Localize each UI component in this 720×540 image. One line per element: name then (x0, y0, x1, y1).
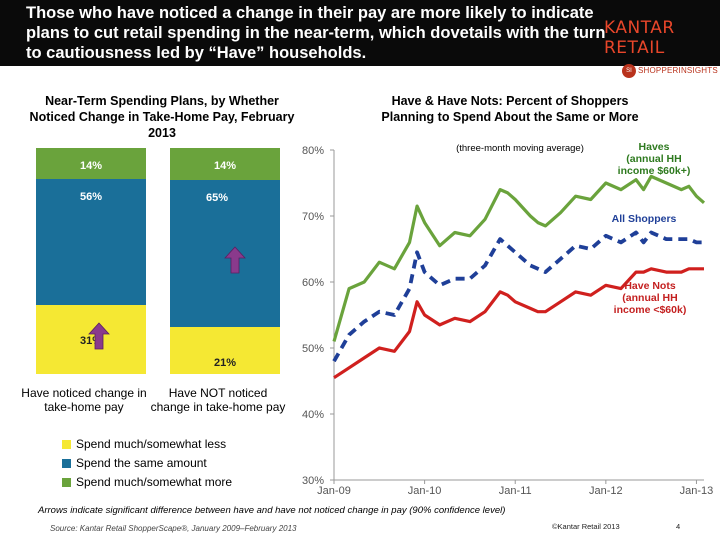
legend-swatch (62, 459, 71, 468)
x-tick-label: Jan-13 (680, 485, 714, 496)
line-series-2 (332, 230, 704, 363)
line-chart-subtitle: (three-month moving average) (456, 143, 584, 154)
shopper-insights-label: SHOPPERINSIGHTS (638, 66, 718, 75)
page-number: 4 (676, 522, 681, 531)
bar-data-label: 14% (79, 160, 103, 172)
y-tick-label: 50% (302, 343, 324, 355)
bar-data-label: 14% (213, 160, 237, 172)
slide-headline: Those who have noticed a change in their… (26, 4, 606, 62)
y-tick-label: 80% (302, 145, 324, 157)
series-annotation: Haves (annual HH income $60k+) (618, 141, 691, 177)
y-tick-label: 60% (302, 277, 324, 289)
significance-footnote: Arrows indicate significant difference b… (38, 505, 506, 516)
bar-category-label: Have NOT noticed change in take-home pay (150, 386, 286, 414)
y-tick-label: 40% (302, 409, 324, 421)
series-annotation: Have Nots (annual HH income <$60k) (614, 280, 687, 316)
bar-data-label: 65% (205, 191, 229, 204)
bar-chart-title: Near-Term Spending Plans, by Whether Not… (29, 94, 295, 140)
series-annotation: All Shoppers (612, 213, 677, 225)
bar-stack-2: 21% 65% 14% (170, 148, 280, 374)
bar-segment: 65% (170, 179, 280, 327)
x-tick-label: Jan-12 (589, 485, 623, 496)
line-chart-title: Have & Have Nots: Percent of Shoppers Pl… (381, 94, 639, 124)
bar-segment: 56% (36, 179, 146, 305)
annotation-line: (annual HH (626, 153, 681, 165)
slide-header: Those who have noticed a change in their… (0, 0, 720, 66)
bar-stack-1: 31% 56% 14% (36, 148, 146, 374)
line-series-1 (332, 174, 706, 342)
shopper-insights-badge: SI SHOPPERINSIGHTS (622, 64, 718, 78)
legend-swatch (62, 440, 71, 449)
x-tick-label: Jan-10 (408, 485, 442, 496)
bar-segment: 21% (170, 326, 280, 374)
bar-data-label: 21% (213, 356, 237, 369)
x-tick-label: Jan-09 (317, 485, 351, 496)
line-series-3 (333, 267, 704, 380)
legend-label: Spend much/somewhat less (76, 437, 227, 451)
bar-data-label: 56% (79, 191, 103, 204)
shopper-insights-seal-icon: SI (622, 64, 636, 78)
legend-label: Spend much/somewhat more (76, 475, 233, 489)
up-arrow-icon (88, 322, 110, 350)
up-arrow-icon (224, 246, 246, 274)
bar-segment: 14% (170, 148, 280, 180)
source-note: Source: Kantar Retail ShopperScape®, Jan… (50, 524, 297, 533)
kantar-retail-logo: KANTAR RETAIL (604, 18, 675, 58)
legend-label: Spend the same amount (76, 456, 207, 470)
annotation-line: (annual HH (622, 292, 677, 304)
copyright-note: ©Kantar Retail 2013 (552, 522, 620, 531)
y-tick-label: 30% (302, 475, 324, 487)
legend-swatch (62, 478, 71, 487)
bar-segment: 14% (36, 148, 146, 180)
annotation-line: All Shoppers (612, 213, 677, 225)
y-tick-label: 70% (302, 211, 324, 223)
x-tick-label: Jan-11 (499, 485, 532, 496)
annotation-line: income $60k+) (618, 165, 691, 177)
annotation-line: income <$60k) (614, 304, 687, 316)
line-chart: 30% 40% 50% 60% 70% 80% Jan-09 Jan-10 Jan-11 Jan-… (302, 141, 714, 496)
bar-segment: 31% (36, 304, 146, 374)
annotation-line: Haves (639, 141, 670, 153)
bar-category-label: Have noticed change in take-home pay (21, 386, 147, 414)
annotation-line: Have Nots (624, 280, 676, 292)
